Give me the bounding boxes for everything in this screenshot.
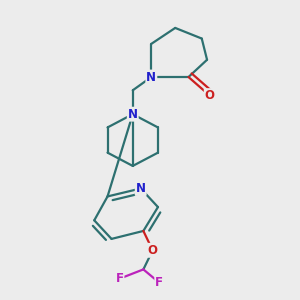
Text: O: O bbox=[205, 89, 215, 102]
Text: N: N bbox=[128, 108, 138, 121]
Text: F: F bbox=[155, 276, 163, 289]
Text: N: N bbox=[136, 182, 146, 195]
Text: F: F bbox=[116, 272, 124, 285]
Text: O: O bbox=[148, 244, 158, 257]
Text: N: N bbox=[146, 70, 156, 83]
